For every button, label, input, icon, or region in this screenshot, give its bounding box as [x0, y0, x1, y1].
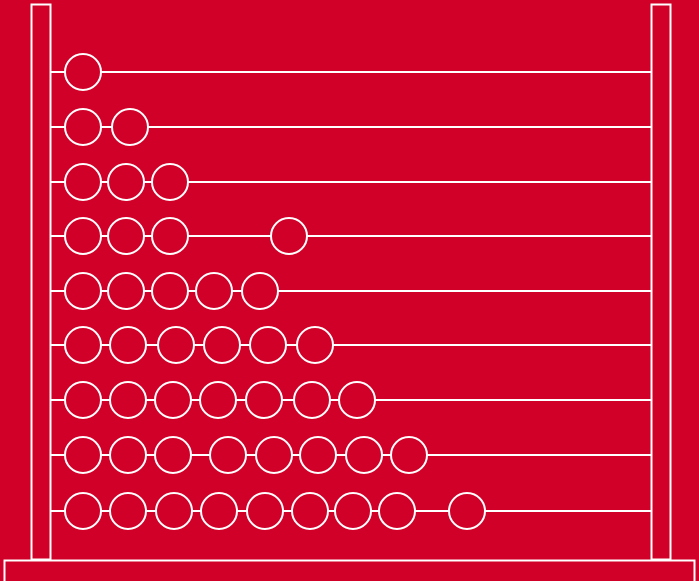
bead[interactable] — [209, 436, 247, 474]
bead[interactable] — [64, 108, 102, 146]
bead[interactable] — [64, 326, 102, 364]
bead[interactable] — [64, 436, 102, 474]
bead[interactable] — [154, 436, 192, 474]
bead[interactable] — [151, 217, 189, 255]
bead[interactable] — [203, 326, 241, 364]
bead[interactable] — [64, 272, 102, 310]
bead[interactable] — [107, 163, 145, 201]
bead[interactable] — [199, 381, 237, 419]
bead[interactable] — [249, 326, 287, 364]
bead[interactable] — [334, 492, 372, 530]
bead[interactable] — [64, 492, 102, 530]
bead[interactable] — [345, 436, 383, 474]
bead[interactable] — [448, 492, 486, 530]
bead[interactable] — [293, 381, 331, 419]
bead[interactable] — [64, 53, 102, 91]
bead[interactable] — [296, 326, 334, 364]
bead[interactable] — [299, 436, 337, 474]
bead[interactable] — [107, 217, 145, 255]
bead[interactable] — [151, 163, 189, 201]
base-bar — [3, 559, 696, 581]
bead[interactable] — [241, 272, 279, 310]
bead[interactable] — [151, 272, 189, 310]
bead[interactable] — [109, 326, 147, 364]
bead[interactable] — [109, 436, 147, 474]
bead[interactable] — [246, 492, 284, 530]
bead[interactable] — [107, 272, 145, 310]
bead[interactable] — [154, 381, 192, 419]
bead[interactable] — [64, 217, 102, 255]
bead[interactable] — [270, 217, 308, 255]
bead[interactable] — [157, 326, 195, 364]
bead[interactable] — [109, 381, 147, 419]
bead[interactable] — [245, 381, 283, 419]
bead[interactable] — [64, 163, 102, 201]
bead[interactable] — [155, 492, 193, 530]
bead[interactable] — [64, 381, 102, 419]
rods — [51, 53, 651, 530]
bead[interactable] — [378, 492, 416, 530]
bead[interactable] — [200, 492, 238, 530]
bead[interactable] — [111, 108, 149, 146]
bead[interactable] — [195, 272, 233, 310]
bead[interactable] — [338, 381, 376, 419]
bead[interactable] — [255, 436, 293, 474]
bead[interactable] — [109, 492, 147, 530]
bead[interactable] — [390, 436, 428, 474]
bead[interactable] — [291, 492, 329, 530]
